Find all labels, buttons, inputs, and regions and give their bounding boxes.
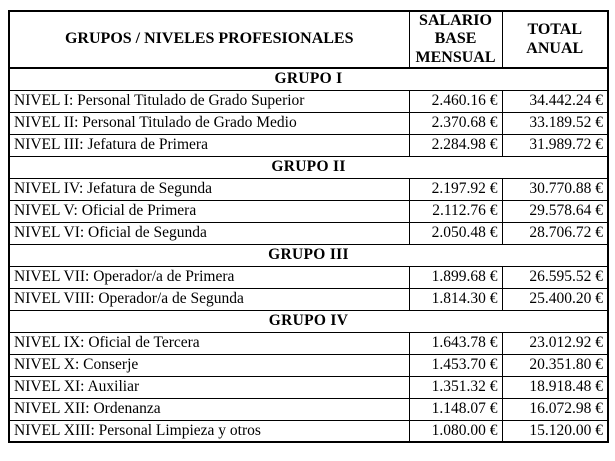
monthly-salary-cell: 2.112.76 € (408, 199, 503, 223)
group-header-row: GRUPO III (8, 243, 609, 267)
level-name-cell: NIVEL XI: Auxiliar (8, 375, 410, 399)
level-name-cell: NIVEL XIII: Personal Limpieza y otros (8, 419, 410, 443)
level-name-cell: NIVEL X: Conserje (8, 353, 410, 377)
level-name-cell: NIVEL IV: Jefatura de Segunda (8, 177, 410, 201)
level-name-cell: NIVEL VIII: Operador/a de Segunda (8, 287, 410, 311)
table-row: NIVEL IX: Oficial de Tercera 1.643.78 € … (8, 331, 609, 355)
level-name-cell: NIVEL VII: Operador/a de Primera (8, 265, 410, 289)
annual-total-cell: 15.120.00 € (501, 419, 609, 443)
annual-total-cell: 23.012.92 € (501, 331, 609, 355)
salary-table-body: GRUPO I NIVEL I: Personal Titulado de Gr… (8, 67, 609, 443)
table-row: NIVEL XII: Ordenanza 1.148.07 € 16.072.9… (8, 397, 609, 421)
level-name-cell: NIVEL XII: Ordenanza (8, 397, 410, 421)
monthly-salary-cell: 1.453.70 € (408, 353, 503, 377)
table-row: NIVEL III: Jefatura de Primera 2.284.98 … (8, 133, 609, 157)
table-row: NIVEL V: Oficial de Primera 2.112.76 € 2… (8, 199, 609, 223)
table-row: NIVEL IV: Jefatura de Segunda 2.197.92 €… (8, 177, 609, 201)
group-title: GRUPO IV (8, 309, 609, 333)
monthly-salary-cell: 1.148.07 € (408, 397, 503, 421)
salary-table-head: GRUPOS / NIVELES PROFESIONALES SALARIO B… (8, 10, 609, 70)
group-title: GRUPO I (8, 67, 609, 91)
annual-total-cell: 29.578.64 € (501, 199, 609, 223)
table-row: NIVEL X: Conserje 1.453.70 € 20.351.80 € (8, 353, 609, 377)
annual-total-cell: 18.918.48 € (501, 375, 609, 399)
annual-total-cell: 16.072.98 € (501, 397, 609, 421)
annual-total-cell: 28.706.72 € (501, 221, 609, 245)
table-row: NIVEL VII: Operador/a de Primera 1.899.6… (8, 265, 609, 289)
group-header-row: GRUPO IV (8, 309, 609, 333)
level-name-cell: NIVEL IX: Oficial de Tercera (8, 331, 410, 355)
monthly-salary-cell: 2.460.16 € (408, 89, 503, 113)
group-header-row: GRUPO II (8, 155, 609, 179)
group-title: GRUPO III (8, 243, 609, 267)
annual-total-cell: 31.989.72 € (501, 133, 609, 157)
salary-table: GRUPOS / NIVELES PROFESIONALES SALARIO B… (8, 10, 609, 444)
table-row: NIVEL XIII: Personal Limpieza y otros 1.… (8, 419, 609, 443)
annual-total-cell: 20.351.80 € (501, 353, 609, 377)
monthly-salary-cell: 1.080.00 € (408, 419, 503, 443)
annual-total-cell: 34.442.24 € (501, 89, 609, 113)
monthly-salary-cell: 2.284.98 € (408, 133, 503, 157)
level-name-cell: NIVEL VI: Oficial de Segunda (8, 221, 410, 245)
table-row: NIVEL VIII: Operador/a de Segunda 1.814.… (8, 287, 609, 311)
monthly-salary-cell: 1.814.30 € (408, 287, 503, 311)
table-row: NIVEL I: Personal Titulado de Grado Supe… (8, 89, 609, 113)
header-salario-base-mensual: SALARIO BASE MENSUAL (408, 10, 503, 70)
monthly-salary-cell: 2.197.92 € (408, 177, 503, 201)
annual-total-cell: 25.400.20 € (501, 287, 609, 311)
table-row: NIVEL II: Personal Titulado de Grado Med… (8, 111, 609, 135)
monthly-salary-cell: 2.050.48 € (408, 221, 503, 245)
header-groups-niveles-profesionales: GRUPOS / NIVELES PROFESIONALES (8, 10, 410, 70)
annual-total-cell: 33.189.52 € (501, 111, 609, 135)
monthly-salary-cell: 2.370.68 € (408, 111, 503, 135)
header-total-anual: TOTAL ANUAL (501, 10, 609, 70)
table-header-row: GRUPOS / NIVELES PROFESIONALES SALARIO B… (8, 10, 609, 70)
monthly-salary-cell: 1.351.32 € (408, 375, 503, 399)
level-name-cell: NIVEL I: Personal Titulado de Grado Supe… (8, 89, 410, 113)
monthly-salary-cell: 1.899.68 € (408, 265, 503, 289)
table-row: NIVEL VI: Oficial de Segunda 2.050.48 € … (8, 221, 609, 245)
level-name-cell: NIVEL III: Jefatura de Primera (8, 133, 410, 157)
annual-total-cell: 30.770.88 € (501, 177, 609, 201)
group-title: GRUPO II (8, 155, 609, 179)
table-row: NIVEL XI: Auxiliar 1.351.32 € 18.918.48 … (8, 375, 609, 399)
annual-total-cell: 26.595.52 € (501, 265, 609, 289)
level-name-cell: NIVEL V: Oficial de Primera (8, 199, 410, 223)
level-name-cell: NIVEL II: Personal Titulado de Grado Med… (8, 111, 410, 135)
monthly-salary-cell: 1.643.78 € (408, 331, 503, 355)
group-header-row: GRUPO I (8, 67, 609, 91)
